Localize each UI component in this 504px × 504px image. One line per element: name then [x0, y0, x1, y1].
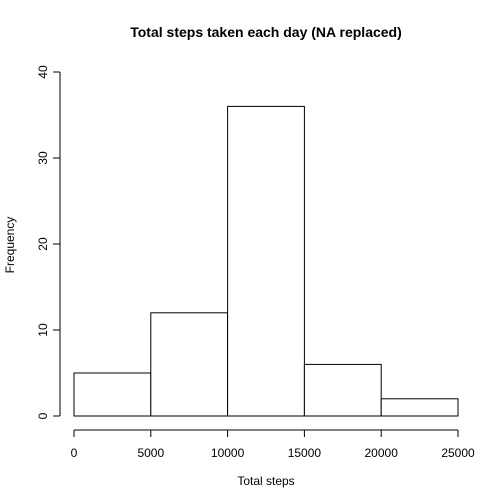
- chart-title: Total steps taken each day (NA replaced): [130, 24, 402, 40]
- y-tick-label: 20: [36, 237, 50, 251]
- y-axis: 0 10 20 30 40: [36, 65, 61, 419]
- x-tick-label: 0: [71, 446, 78, 460]
- x-tick-label: 5000: [137, 446, 164, 460]
- x-tick-label: 15000: [288, 446, 322, 460]
- histogram-bar: [380, 398, 459, 417]
- x-tick-label: 10000: [211, 446, 245, 460]
- histogram-bar: [150, 312, 229, 417]
- x-tick-label: 20000: [365, 446, 399, 460]
- bars-group: [73, 105, 459, 417]
- histogram-bar: [227, 105, 305, 417]
- y-tick-label: 40: [36, 65, 50, 79]
- x-tick-label: 25000: [441, 446, 475, 460]
- histogram-bar: [73, 372, 152, 417]
- x-axis: 0 5000 10000 15000 20000 25000: [71, 429, 475, 460]
- x-axis-label: Total steps: [237, 474, 294, 488]
- y-axis-label: Frequency: [3, 217, 17, 274]
- y-tick-label: 10: [36, 323, 50, 337]
- y-tick-label: 0: [36, 412, 50, 419]
- y-tick-label: 30: [36, 151, 50, 165]
- histogram-bar: [303, 363, 382, 417]
